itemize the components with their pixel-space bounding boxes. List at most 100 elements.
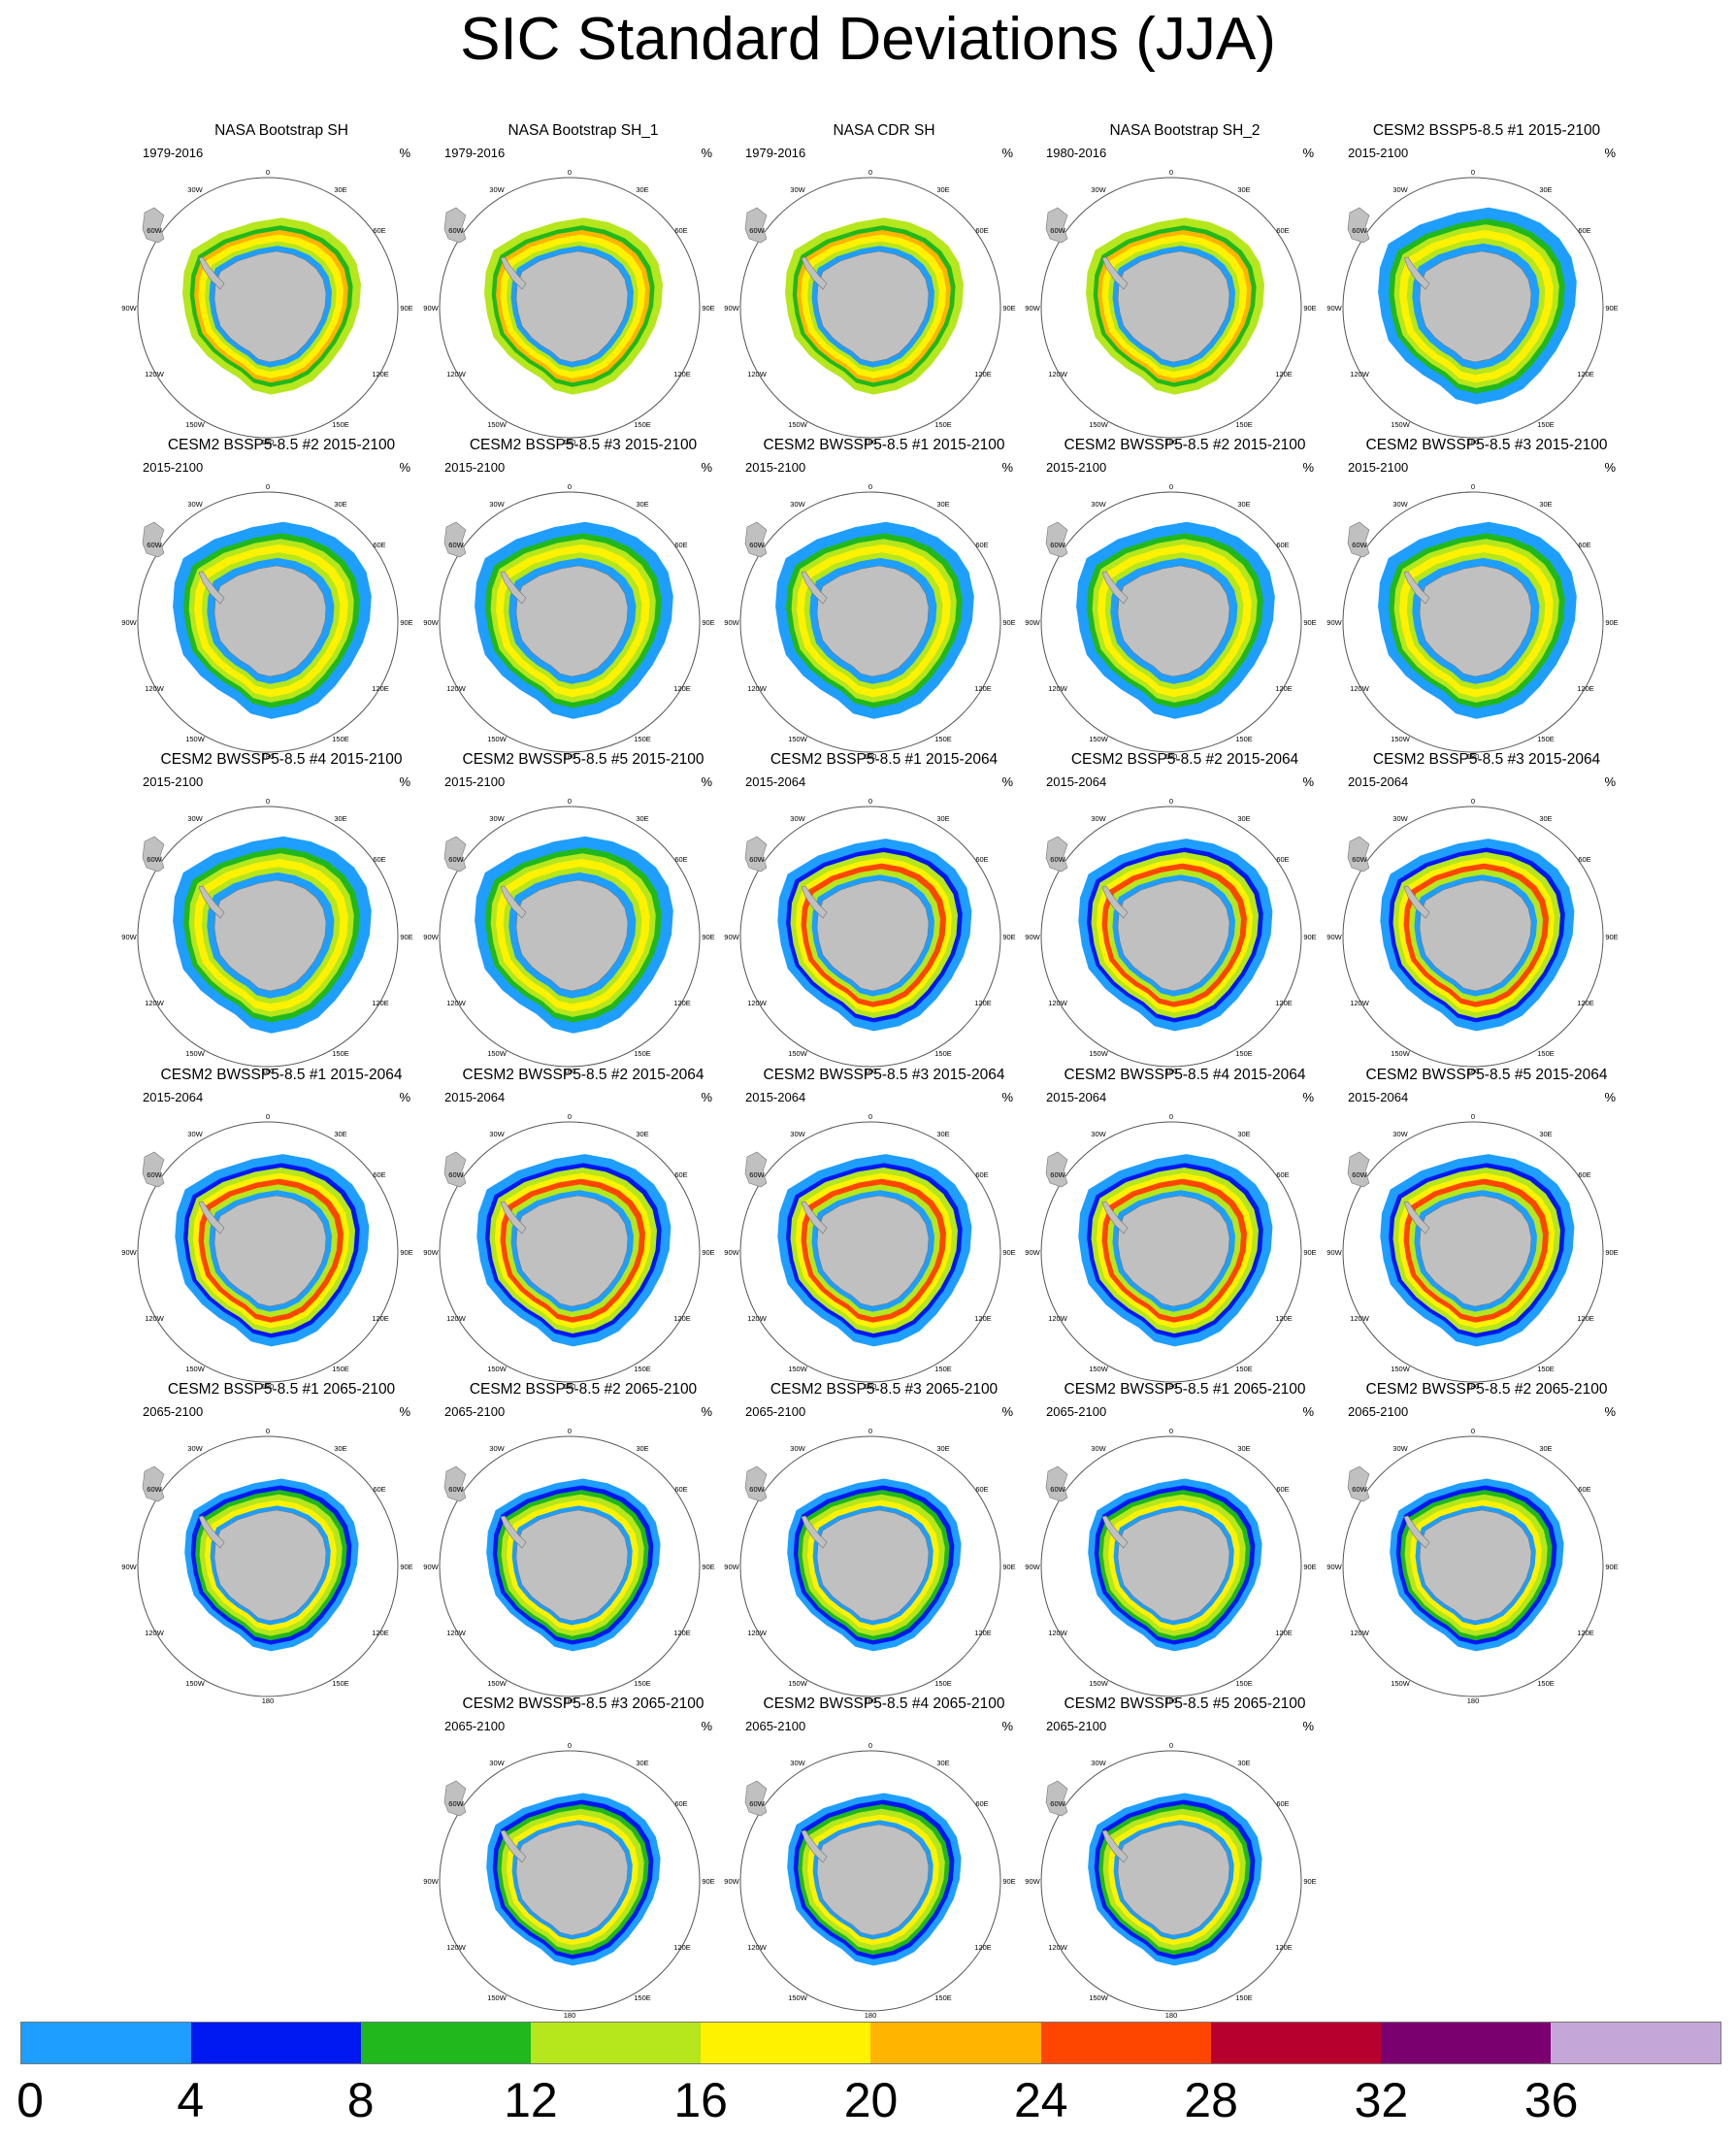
antarctic-peninsula: [500, 1515, 527, 1549]
panel-period: 2065-2100: [1348, 1404, 1409, 1419]
lon-label-60E: 60E: [975, 541, 988, 549]
lon-label-120E: 120E: [673, 999, 691, 1007]
panel-title: CESM2 BWSSP5-8.5 #4 2065-2100: [763, 1696, 1005, 1712]
antarctica-landmass: [213, 879, 327, 992]
lon-label-180: 180: [564, 1067, 576, 1075]
map-panel-2: NASA Bootstrap SH_1 1979-2016 % 0 30E 60…: [423, 122, 734, 446]
lon-label-30W: 30W: [1392, 185, 1408, 194]
panel-title: CESM2 BSSP5-8.5 #1 2065-2100: [167, 1381, 396, 1398]
lon-label-90E: 90E: [1002, 1877, 1015, 1886]
lon-label-60E: 60E: [373, 855, 385, 864]
polar-map: 0 30E 60E 90E 120E 150E 180 150W 120W 90…: [121, 1427, 412, 1705]
lon-label-30W: 30W: [1091, 185, 1106, 194]
map-panel-22: CESM2 BSSP5-8.5 #2 2065-2100 2065-2100 %…: [423, 1381, 734, 1705]
lon-label-0: 0: [568, 1741, 572, 1750]
lon-label-0: 0: [1471, 797, 1475, 806]
lon-label-120W: 120W: [1350, 1629, 1370, 1637]
panel-period: 2015-2064: [1348, 1090, 1409, 1104]
colorbar-segment-4: [531, 2023, 702, 2063]
panel-unit: %: [1302, 1090, 1314, 1104]
lon-label-150W: 150W: [1391, 1679, 1411, 1688]
lon-label-180: 180: [564, 2011, 576, 2020]
antarctica-landmass: [515, 879, 629, 992]
lon-label-30W: 30W: [1091, 1444, 1106, 1453]
south-america-tip: [744, 207, 768, 244]
lon-label-150E: 150E: [1537, 1049, 1555, 1058]
polar-map: 0 30E 60E 90E 120E 150E 180 150W 120W 90…: [423, 1741, 714, 2020]
lon-label-60W: 60W: [147, 1170, 162, 1179]
lon-label-30E: 30E: [1237, 500, 1250, 509]
panel-title: CESM2 BSSP5-8.5 #1 2015-2064: [770, 751, 999, 768]
lon-label-150W: 150W: [487, 1679, 508, 1688]
lon-label-150E: 150E: [634, 1365, 651, 1373]
lon-label-60W: 60W: [749, 1799, 765, 1808]
lon-label-60E: 60E: [674, 1485, 687, 1494]
antarctic-peninsula: [1403, 885, 1430, 919]
lon-label-30E: 30E: [636, 814, 648, 823]
lon-label-60W: 60W: [147, 541, 162, 549]
lon-label-150E: 150E: [1235, 1049, 1253, 1058]
panel-title: CESM2 BWSSP5-8.5 #2 2015-2100: [1064, 437, 1306, 453]
lon-label-90E: 90E: [1605, 304, 1618, 313]
lon-label-90W: 90W: [724, 933, 739, 941]
lon-label-60E: 60E: [1276, 1485, 1289, 1494]
lon-label-150E: 150E: [934, 420, 952, 429]
polar-map: 0 30E 60E 90E 120E 150E 180 150W 120W 90…: [1327, 168, 1618, 446]
lon-label-30E: 30E: [334, 1130, 346, 1138]
polar-map: 0 30E 60E 90E 120E 150E 180 150W 120W 90…: [121, 797, 412, 1075]
south-america-tip: [443, 836, 467, 872]
lon-label-120W: 120W: [1048, 1314, 1068, 1323]
antarctica-landmass: [1117, 1195, 1230, 1307]
lon-label-90W: 90W: [1025, 618, 1040, 627]
antarctic-peninsula: [801, 1201, 828, 1235]
lon-label-150W: 150W: [185, 735, 206, 743]
antarctica-landmass: [213, 565, 327, 677]
panel-unit: %: [1302, 146, 1314, 160]
lon-label-60E: 60E: [1578, 1170, 1590, 1179]
lon-label-90E: 90E: [1605, 618, 1618, 627]
antarctica-landmass: [1117, 250, 1230, 363]
lon-label-90W: 90W: [423, 1563, 439, 1571]
lon-label-120E: 120E: [673, 370, 691, 379]
lon-label-30E: 30E: [334, 1444, 346, 1453]
antarctic-peninsula: [1101, 256, 1129, 290]
graticule-labels: 0 30E 60E 90E 120E 150E 180 150W 120W 90…: [1025, 1427, 1316, 1705]
lon-label-180: 180: [865, 1067, 877, 1075]
lon-label-120E: 120E: [1275, 1314, 1293, 1323]
lon-label-90E: 90E: [702, 304, 714, 313]
graticule-labels: 0 30E 60E 90E 120E 150E 180 150W 120W 90…: [1327, 1112, 1618, 1391]
antarctic-peninsula: [1403, 1515, 1430, 1549]
lon-label-150W: 150W: [487, 735, 508, 743]
lon-label-150W: 150W: [788, 1679, 808, 1688]
antarctica-landmass: [1419, 1195, 1532, 1307]
lon-label-150W: 150W: [185, 1679, 206, 1688]
antarctica-landmass: [515, 1509, 629, 1622]
graticule-labels: 0 30E 60E 90E 120E 150E 180 150W 120W 90…: [1025, 482, 1316, 761]
panel-unit: %: [701, 1090, 712, 1104]
lon-label-30W: 30W: [1392, 500, 1408, 509]
figure-title: SIC Standard Deviations (JJA): [460, 6, 1276, 73]
panel-title: CESM2 BSSP5-8.5 #2 2015-2100: [167, 437, 396, 453]
colorbar-tick-label: 24: [1013, 2073, 1068, 2127]
map-panel-6: CESM2 BSSP5-8.5 #2 2015-2100 2015-2100 %…: [121, 437, 432, 761]
lon-label-180: 180: [1165, 438, 1178, 446]
panel-unit: %: [1001, 1719, 1013, 1733]
lon-label-120E: 120E: [974, 1629, 992, 1637]
lon-label-120W: 120W: [145, 1314, 165, 1323]
colorbar-tick-label: 4: [177, 2073, 205, 2127]
antarctic-peninsula: [801, 571, 828, 605]
south-america-tip: [744, 1151, 768, 1188]
antarctic-peninsula: [1101, 1515, 1129, 1549]
lon-label-30E: 30E: [636, 1130, 648, 1138]
antarctica-landmass: [1117, 879, 1230, 992]
lon-label-60E: 60E: [975, 226, 988, 235]
lon-label-150W: 150W: [1089, 735, 1109, 743]
graticule-labels: 0 30E 60E 90E 120E 150E 180 150W 120W 90…: [423, 482, 714, 761]
lon-label-0: 0: [868, 1112, 872, 1121]
lon-label-30E: 30E: [334, 500, 346, 509]
lon-label-30E: 30E: [936, 1130, 949, 1138]
lon-label-30W: 30W: [1091, 1759, 1106, 1767]
lon-label-60W: 60W: [1352, 1485, 1367, 1494]
antarctic-peninsula: [198, 1201, 225, 1235]
antarctica-landmass: [1419, 565, 1532, 677]
